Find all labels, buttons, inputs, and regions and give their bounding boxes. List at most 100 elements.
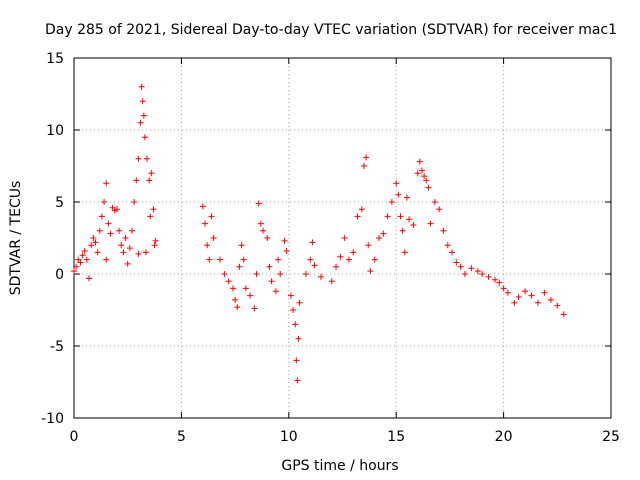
data-point (457, 263, 464, 270)
data-point (242, 285, 249, 292)
data-point (337, 253, 344, 260)
data-point (401, 249, 408, 256)
data-point (264, 235, 271, 241)
data-point (208, 213, 215, 220)
data-point (257, 220, 264, 227)
data-point (431, 199, 438, 205)
data-point (309, 239, 316, 246)
data-point (92, 239, 99, 246)
x-tick-label: 25 (602, 429, 620, 445)
y-axis-title: SDTVAR / TECUs (8, 181, 24, 296)
data-point (345, 256, 352, 263)
data-point (139, 98, 146, 105)
data-point (124, 260, 131, 267)
data-point (204, 242, 211, 249)
data-point (333, 263, 340, 270)
data-point (275, 256, 282, 263)
data-point (253, 271, 260, 277)
data-point (474, 268, 481, 275)
data-point (81, 247, 88, 254)
data-point (283, 247, 290, 254)
data-point (395, 191, 402, 198)
data-point (425, 184, 432, 191)
data-point (79, 252, 86, 259)
data-point (534, 299, 541, 306)
data-point (328, 278, 335, 285)
x-tick-label: 10 (280, 429, 298, 445)
data-point (350, 249, 357, 256)
data-point (547, 296, 554, 303)
data-point (240, 256, 247, 263)
data-point (492, 276, 499, 283)
data-point (71, 268, 77, 275)
data-point (113, 206, 120, 213)
data-point (105, 220, 112, 227)
y-tick-label: 10 (46, 123, 64, 139)
data-point (384, 213, 391, 220)
y-tick-label: 15 (46, 51, 64, 67)
data-point (225, 278, 232, 285)
x-tick-label: 0 (70, 429, 79, 445)
data-point (528, 292, 535, 299)
data-point (461, 271, 468, 277)
x-tick-label: 20 (495, 429, 513, 445)
y-tick-label: 0 (55, 267, 64, 283)
data-point (388, 199, 395, 205)
data-point (126, 245, 133, 252)
data-point (251, 305, 258, 312)
data-point (500, 285, 507, 292)
data-point (135, 250, 142, 257)
data-point (380, 230, 387, 237)
data-point (135, 155, 142, 162)
data-point (131, 199, 138, 205)
data-point (397, 213, 404, 220)
data-point (217, 256, 224, 263)
data-point (148, 170, 155, 177)
data-point (122, 235, 129, 241)
data-point (444, 242, 451, 249)
data-point (292, 321, 299, 328)
data-point (266, 263, 273, 270)
data-point (234, 304, 241, 311)
data-point (281, 237, 288, 244)
data-point (418, 167, 425, 174)
data-point (416, 158, 423, 165)
data-point (152, 237, 159, 244)
data-point (103, 256, 110, 263)
data-point (77, 259, 84, 266)
data-point (360, 163, 367, 169)
plot-frame (73, 57, 612, 419)
data-point (236, 263, 243, 270)
x-tick-label: 15 (387, 429, 405, 445)
y-tick-label: -10 (41, 411, 64, 427)
data-point (98, 213, 105, 220)
data-point (393, 180, 400, 187)
data-point (522, 288, 529, 295)
data-point (90, 235, 97, 241)
data-point (365, 242, 372, 249)
data-point (142, 249, 149, 256)
data-point (468, 265, 475, 272)
data-point (421, 173, 428, 180)
axis-ticks: 0 5 10 15 20 25 -10 -5 0 5 10 15 (41, 51, 620, 445)
data-point (101, 199, 108, 205)
data-point (146, 177, 153, 184)
data-point (94, 249, 101, 256)
chart-title: Day 285 of 2021, Sidereal Day-to-day VTE… (45, 22, 617, 38)
y-tick-label: -5 (50, 339, 64, 355)
data-point (436, 206, 443, 213)
data-point (210, 235, 217, 241)
data-point (137, 119, 144, 126)
x-axis-title: GPS time / hours (281, 458, 398, 474)
data-point (232, 296, 239, 303)
data-point (221, 271, 228, 277)
data-point (511, 299, 518, 306)
data-point (294, 377, 301, 384)
data-point (151, 242, 158, 249)
data-point (229, 285, 236, 292)
data-point (107, 230, 114, 237)
data-point (277, 271, 284, 277)
data-point (504, 289, 511, 296)
data-point (138, 83, 145, 90)
